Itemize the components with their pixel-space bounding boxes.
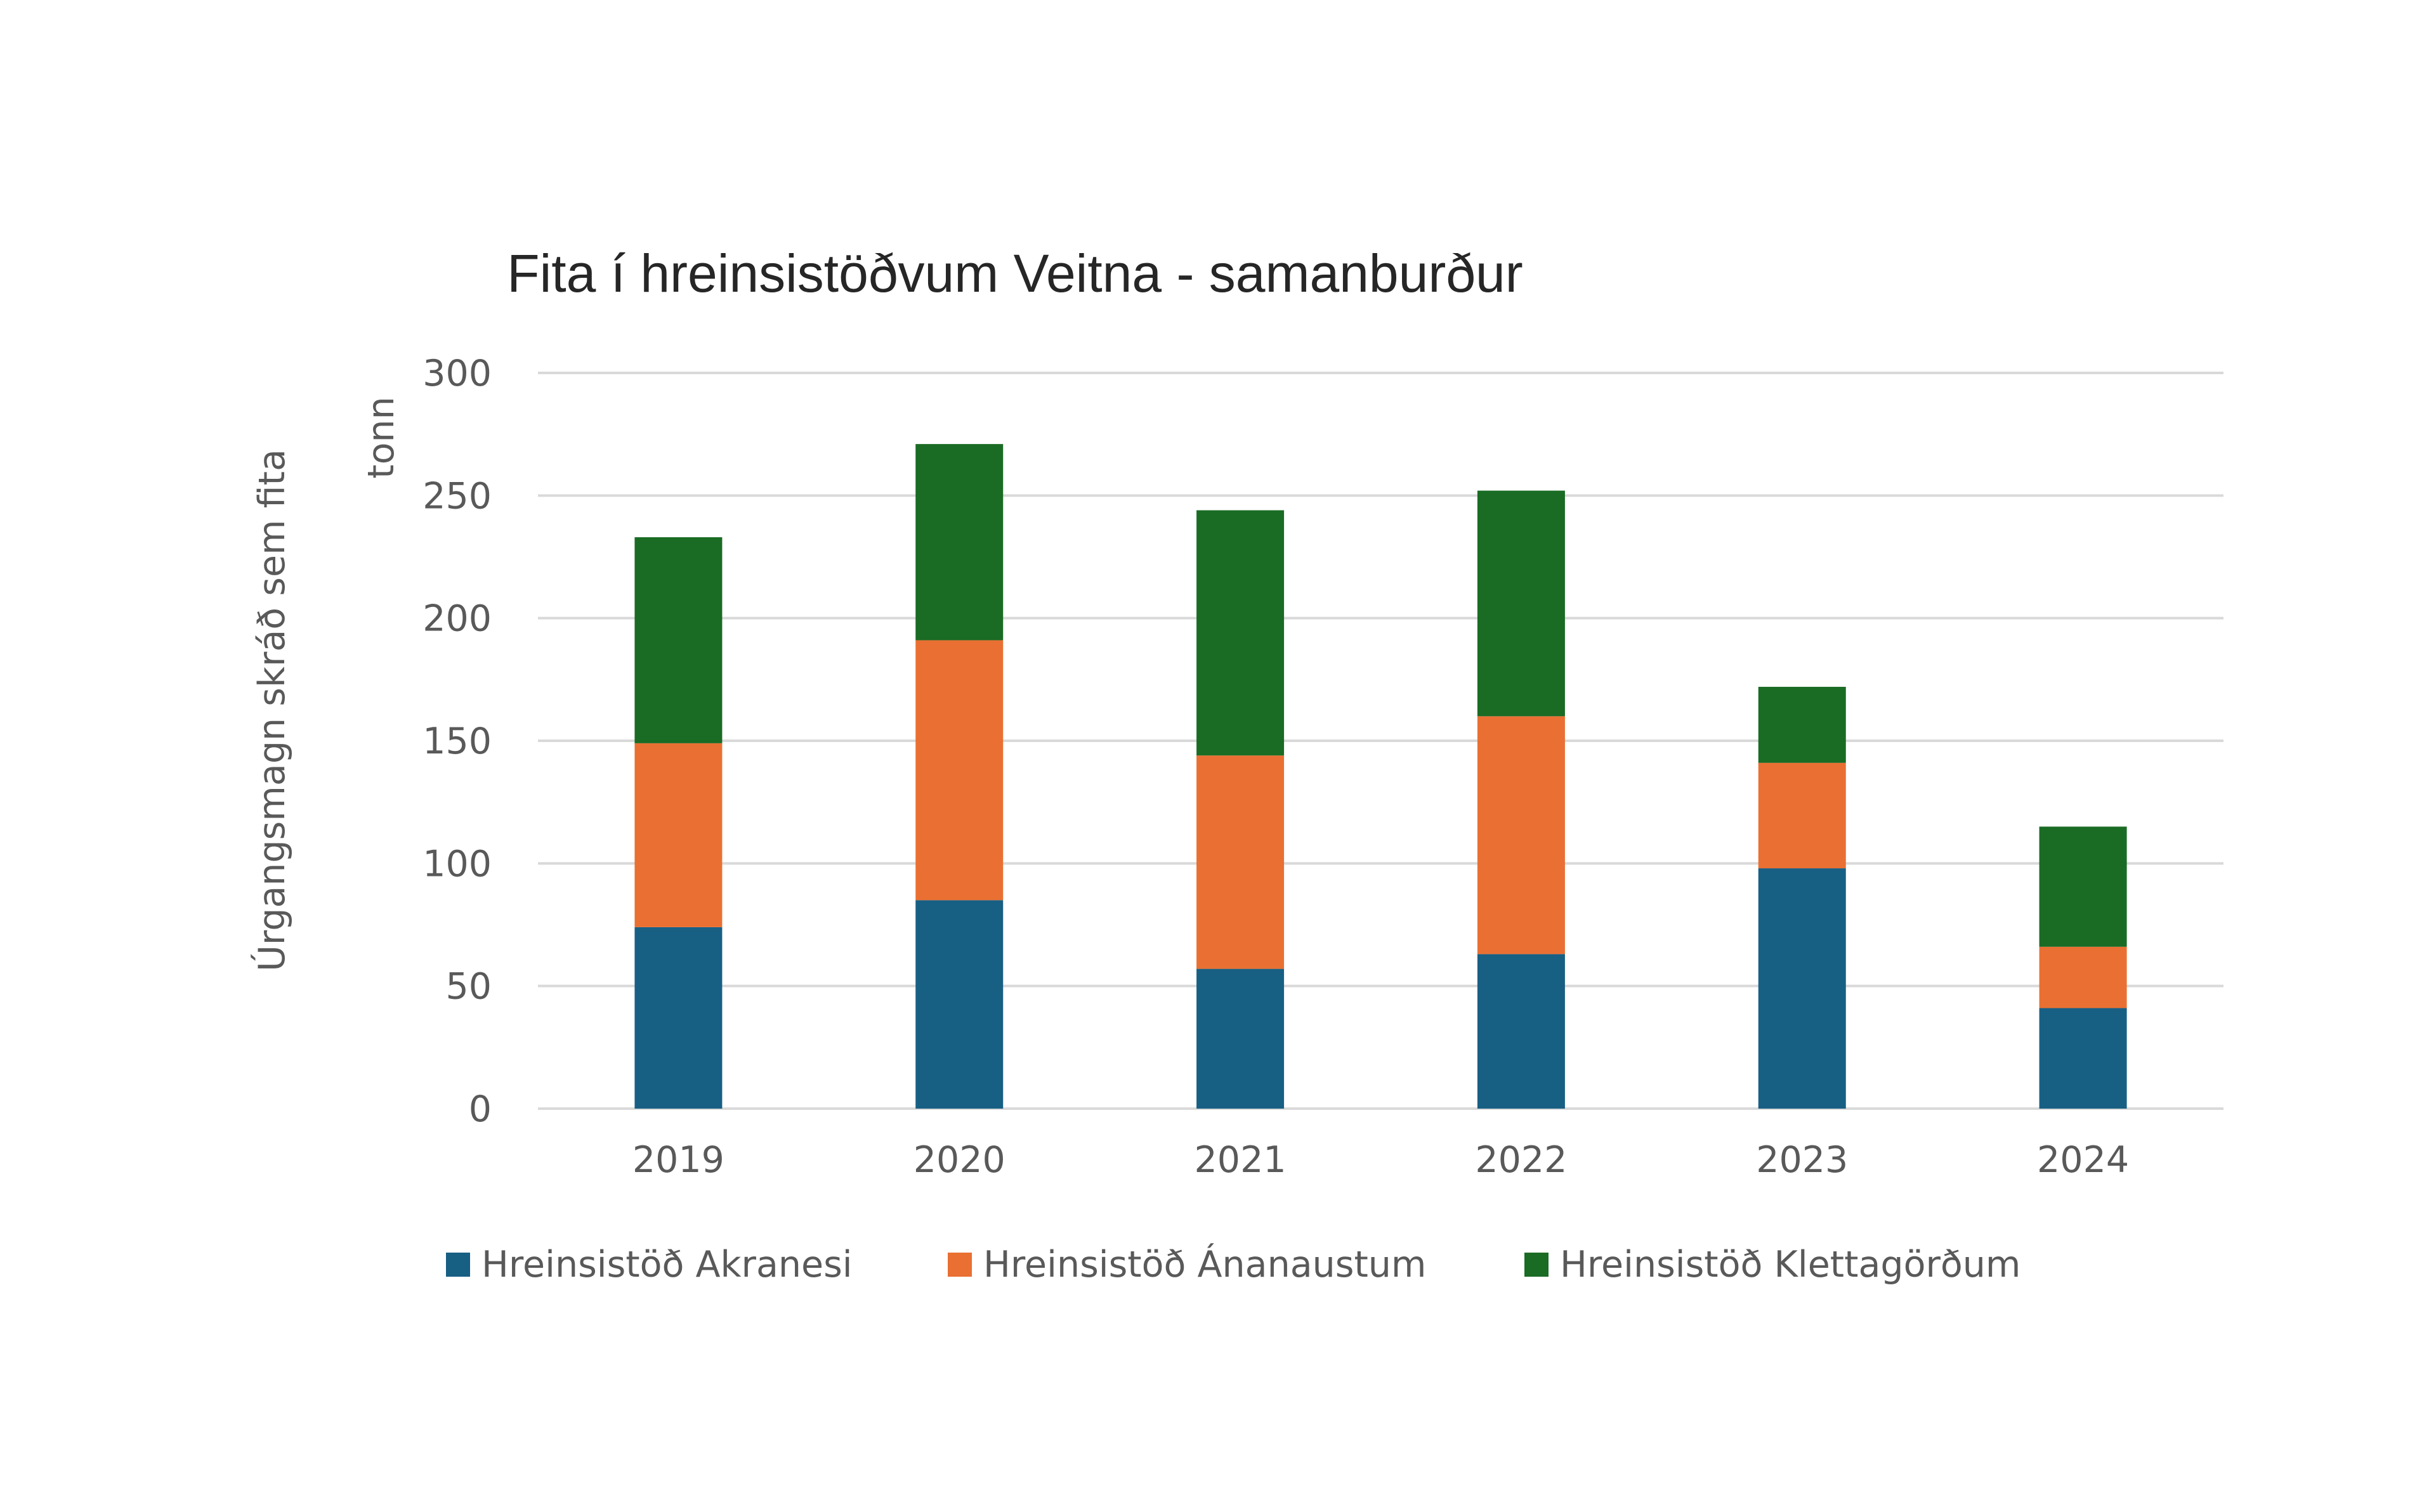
bar-segment: [2039, 946, 2127, 1008]
x-axis-ticks: 2019 2020 2021 2022 2023 2024: [632, 1139, 2129, 1181]
bar-segment: [915, 640, 1004, 901]
bars: [634, 444, 2127, 1109]
bar-segment: [1758, 762, 1846, 869]
bar-segment: [634, 537, 723, 743]
bar-segment: [1477, 716, 1565, 955]
x-tick-label: 2023: [1756, 1139, 1848, 1181]
x-tick-label: 2021: [1195, 1139, 1287, 1181]
x-tick-label: 2019: [632, 1139, 724, 1181]
bar-segment: [1758, 686, 1846, 763]
y-axis-ticks: 0 50 100 150 200 250 300: [422, 353, 492, 1130]
legend-swatch: [446, 1253, 470, 1277]
bar-segment: [634, 927, 723, 1109]
y-tick-label: 0: [469, 1088, 492, 1130]
bar-segment: [634, 743, 723, 927]
legend: Hreinsistöð Akranesi Hreinsistöð Ánanaust…: [446, 1242, 2020, 1286]
chart-title: Fita í hreinsistöðvum Veitna - samanburð…: [507, 244, 1522, 303]
bar-segment: [1758, 868, 1846, 1109]
y-axis-label: Úrgangsmagn skráð sem fita: [250, 449, 293, 972]
bar-segment: [2039, 826, 2127, 947]
legend-label: Hreinsistöð Akranesi: [481, 1244, 853, 1286]
bar-segment: [915, 900, 1004, 1109]
y-tick-label: 150: [422, 720, 492, 762]
grid-lines: [538, 372, 2223, 1110]
y-tick-label: 200: [422, 598, 492, 640]
legend-label: Hreinsistöð Ánanaustum: [983, 1242, 1426, 1286]
bar-segment: [1196, 968, 1285, 1109]
bar-segment: [1196, 510, 1285, 756]
bar-segment: [2039, 1008, 2127, 1109]
y-axis-unit: tonn: [360, 396, 402, 478]
bar-segment: [1196, 755, 1285, 969]
legend-label: Hreinsistöð Klettagörðum: [1560, 1244, 2020, 1286]
y-tick-label: 50: [445, 966, 492, 1008]
legend-swatch: [1524, 1253, 1549, 1277]
bar-segment: [1477, 954, 1565, 1109]
x-tick-label: 2024: [2037, 1139, 2129, 1181]
y-tick-label: 100: [422, 843, 492, 885]
legend-swatch: [948, 1253, 972, 1277]
y-tick-label: 300: [422, 353, 492, 394]
y-tick-label: 250: [422, 475, 492, 517]
x-tick-label: 2020: [914, 1139, 1005, 1181]
bar-segment: [1477, 490, 1565, 717]
x-tick-label: 2022: [1475, 1139, 1567, 1181]
bar-segment: [915, 444, 1004, 641]
